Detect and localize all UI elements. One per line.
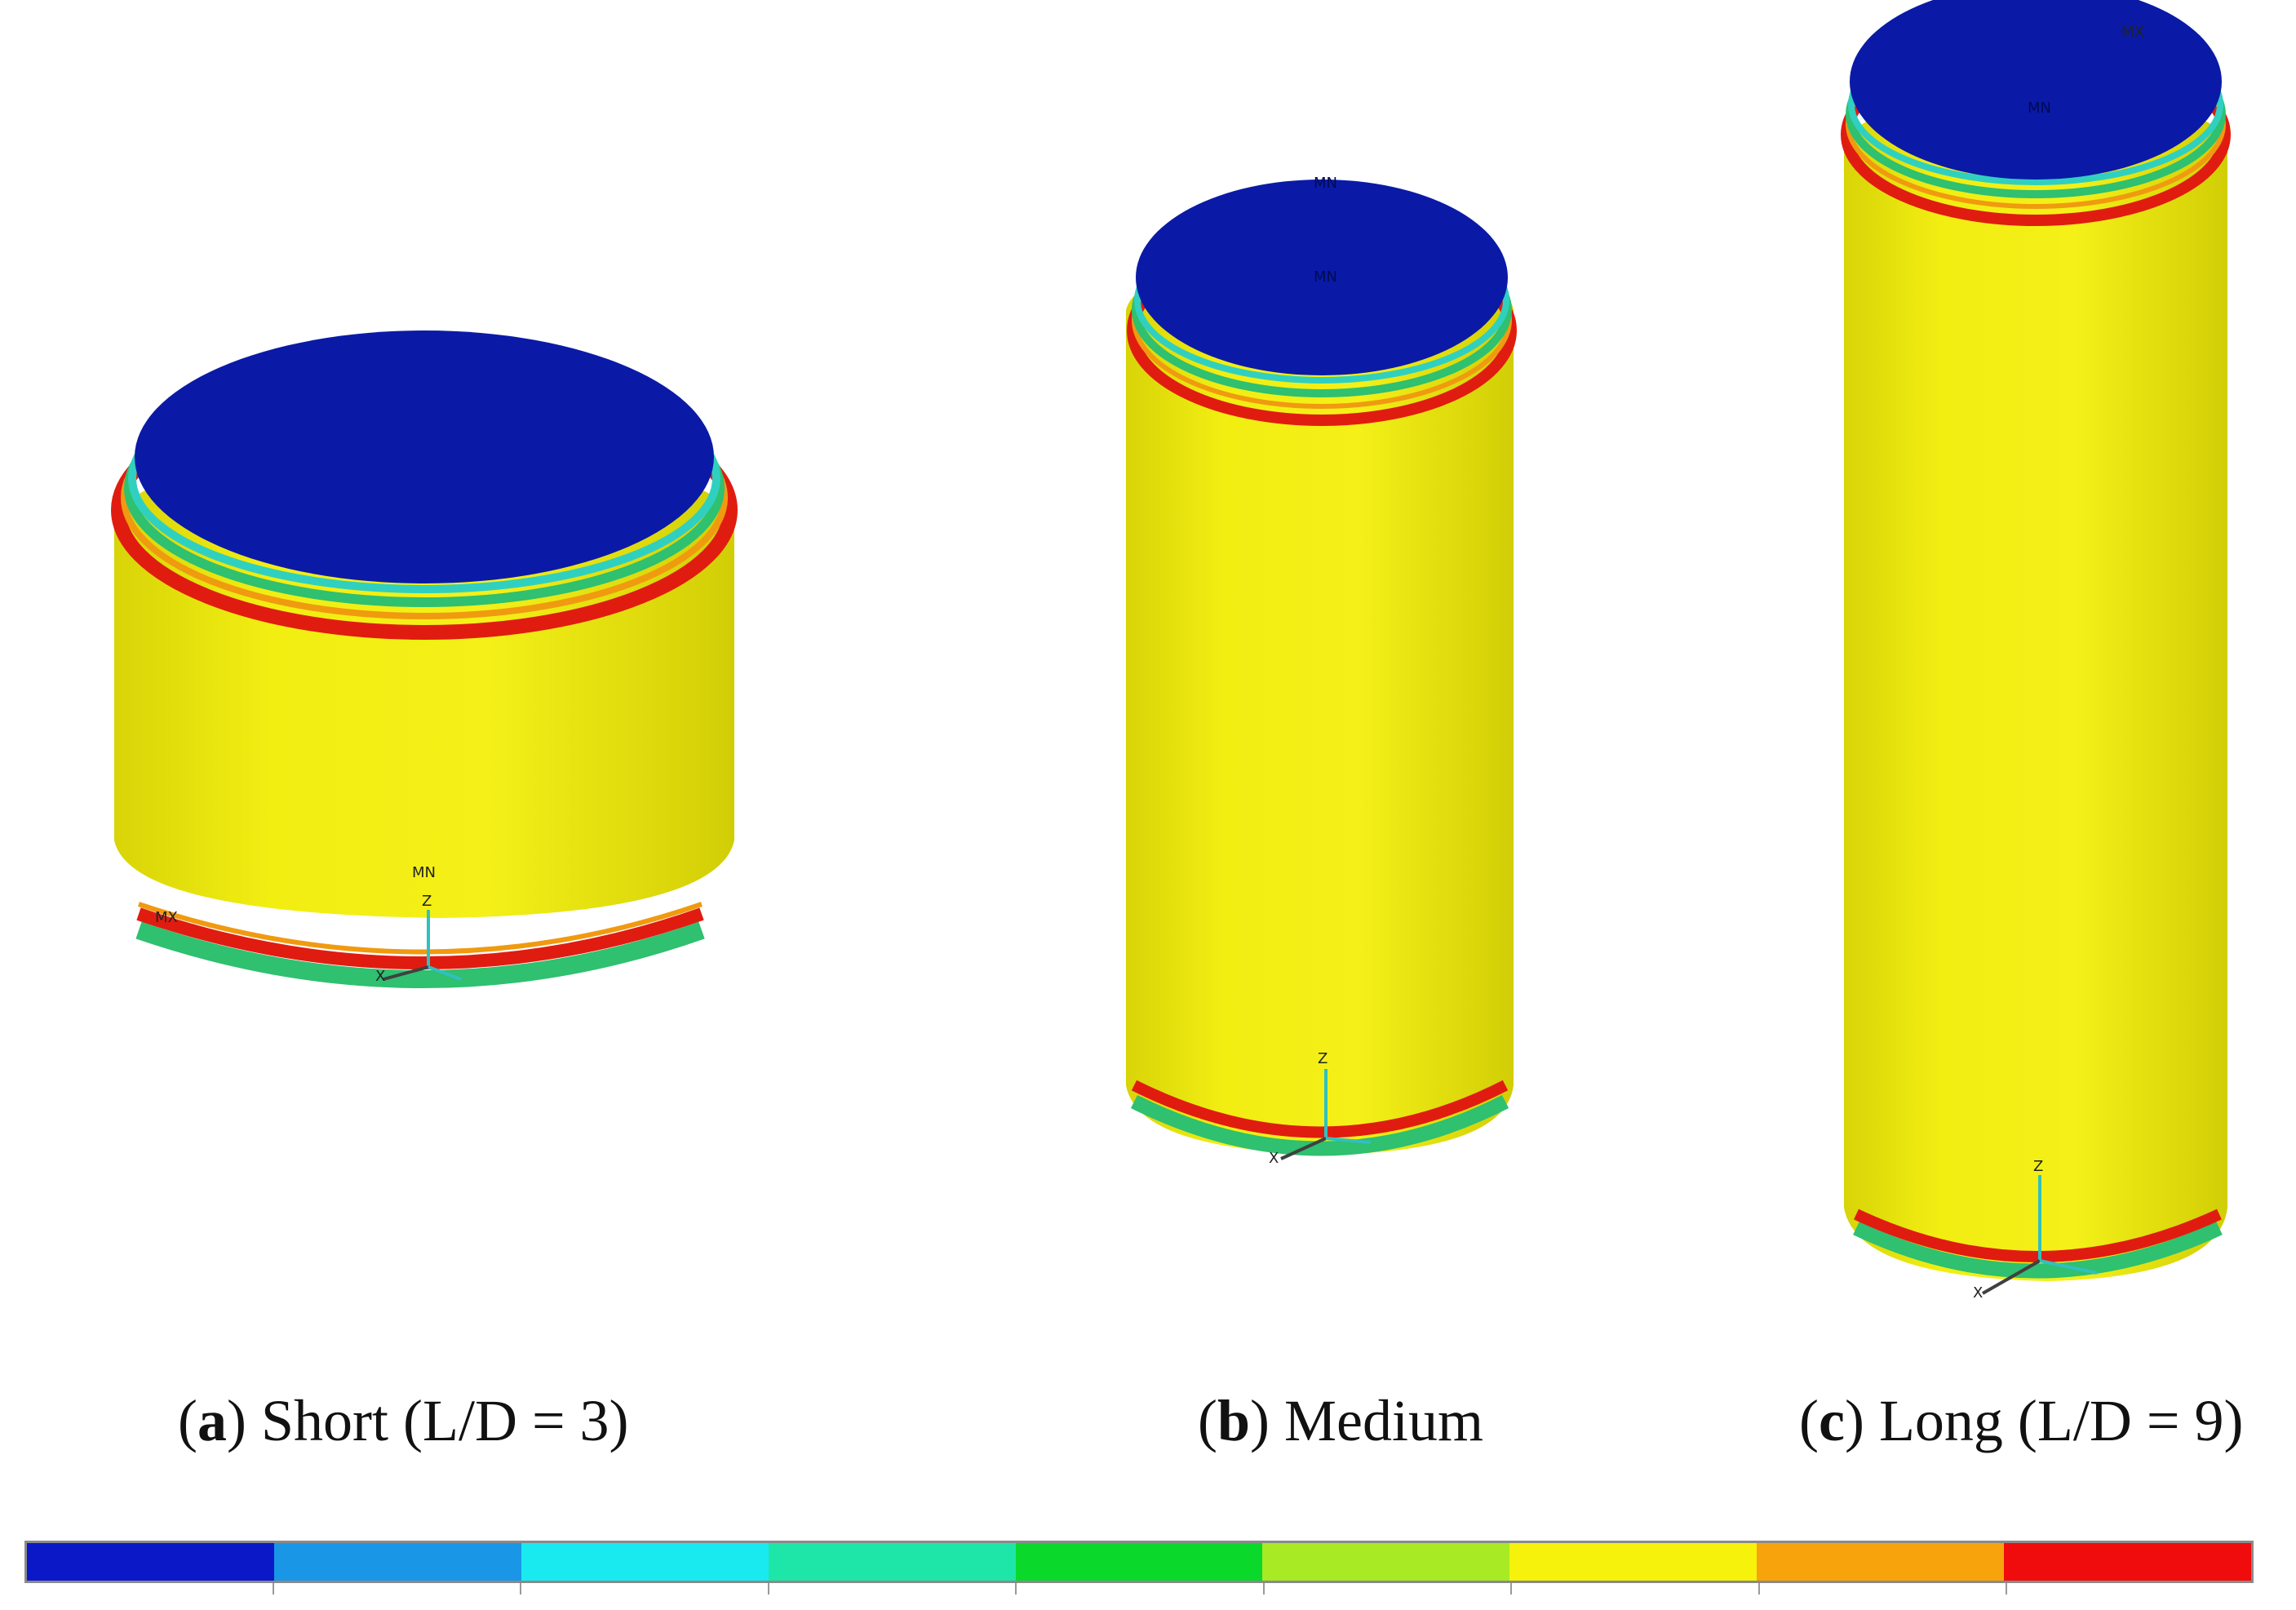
mn-label-medium: MN [1314,268,1337,286]
cylinder-short [111,330,738,988]
axis-x-label-short: X [375,968,385,985]
axis-z-label-medium: Z [1318,1050,1328,1067]
legend-tick [1015,1583,1017,1594]
legend-tick [2006,1583,2008,1594]
legend-swatch [2004,1543,2252,1581]
legend-swatch [1757,1543,2005,1581]
legend-tick [520,1583,522,1594]
cylinder-short-top-cap [135,330,714,583]
legend-tick [1262,1583,1265,1594]
legend-swatch [273,1543,521,1581]
caption-medium-letter: b [1217,1388,1251,1453]
legend-swatch [1015,1543,1263,1581]
legend-swatch [521,1543,769,1581]
legend-swatch [1509,1543,1757,1581]
cylinder-medium [1126,180,1517,1160]
mx-label-long: MX [2121,24,2144,41]
axis-z-label-long: Z [2033,1158,2043,1175]
legend-tick [767,1583,769,1594]
mn-label-short: MN [412,864,436,881]
coordinate-axes-icon [1280,1069,1372,1160]
caption-long-text: Long (L/D = 9) [1878,1388,2244,1453]
cylinder-long-body [1844,94,2227,1281]
cylinder-medium-top-cap [1136,180,1508,375]
caption-medium: (b) Medium [1198,1388,1483,1453]
legend-swatch [1262,1543,1510,1581]
legend-tick [1510,1583,1513,1594]
caption-long-letter: c [1818,1388,1845,1453]
caption-short-letter: a [197,1388,227,1453]
cylinder-medium-body [1126,259,1514,1155]
mn-label-long: MN [2028,100,2051,117]
axis-x-label-medium: X [1269,1150,1279,1167]
mn-label-medium-upper: MN [1314,175,1337,192]
cylinder-short-bottom-band [135,921,705,988]
legend-swatch [27,1543,274,1581]
caption-short-text: Short (L/D = 3) [260,1388,629,1453]
mx-label-short: MX [155,909,178,926]
caption-long: (c) Long (L/D = 9) [1799,1388,2244,1453]
coordinate-axes-icon [1982,1175,2098,1295]
legend-tick [1757,1583,1760,1594]
coordinate-axes-icon [383,910,462,981]
caption-short: (a) Short (L/D = 3) [178,1388,629,1453]
caption-medium-text: Medium [1284,1388,1483,1453]
cylinder-long [1841,0,2231,1295]
legend-tick [272,1583,274,1594]
axis-z-label-short: Z [422,893,432,910]
cylinder-long-top-cap [1850,0,2222,180]
legend-swatch [768,1543,1016,1581]
axis-x-label-long: X [1973,1284,1983,1302]
contour-color-legend [24,1541,2254,1583]
